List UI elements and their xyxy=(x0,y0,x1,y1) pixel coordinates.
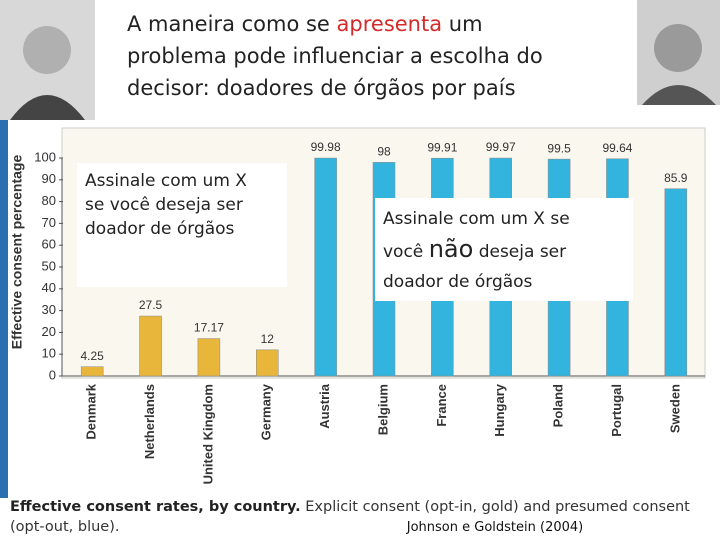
x-tick-label: Netherlands xyxy=(142,384,157,459)
right-photo-body xyxy=(642,85,716,105)
title-text: A maneira como se xyxy=(127,12,330,36)
value-label: 4.25 xyxy=(81,349,105,363)
value-label: 99.98 xyxy=(311,140,341,154)
value-label: 98 xyxy=(377,145,391,159)
y-tick-label: 50 xyxy=(42,258,56,273)
x-tick-label: Belgium xyxy=(375,384,390,435)
value-label: 99.97 xyxy=(486,140,516,154)
y-tick-label: 0 xyxy=(49,367,56,382)
value-label: 27.5 xyxy=(139,298,163,312)
x-tick-label: France xyxy=(434,384,449,427)
x-tick-label: Hungary xyxy=(492,383,507,437)
bar xyxy=(664,188,688,377)
y-tick-label: 40 xyxy=(42,280,56,295)
x-tick-label: United Kingdom xyxy=(200,384,215,484)
y-tick-label: 10 xyxy=(42,346,56,361)
note-text: você xyxy=(383,242,424,262)
note-line: doador de órgãos xyxy=(85,219,235,239)
caption: Effective consent rates, by country. Exp… xyxy=(10,497,718,537)
y-tick-label: 80 xyxy=(42,193,56,208)
note-line: doador de órgãos xyxy=(383,272,533,292)
value-label: 85.9 xyxy=(664,171,688,185)
x-tick-label: Austria xyxy=(317,383,332,429)
y-tick-label: 70 xyxy=(42,215,56,230)
y-tick-label: 30 xyxy=(42,302,56,317)
opt-in-note: Assinale com um X se você deseja ser doa… xyxy=(77,163,287,287)
y-tick-label: 20 xyxy=(42,324,56,339)
title-highlight: apresenta xyxy=(336,12,443,36)
x-tick-label: Denmark xyxy=(84,383,99,439)
left-photo-body xyxy=(10,95,85,120)
bar xyxy=(80,366,104,377)
value-label: 17.17 xyxy=(194,321,224,335)
y-axis-label: Effective consent percentage xyxy=(9,155,25,350)
value-label: 99.91 xyxy=(427,140,457,154)
note-line: Assinale com um X se xyxy=(383,209,570,229)
note-line: se você deseja ser xyxy=(85,195,243,215)
y-tick-label: 100 xyxy=(34,149,56,164)
bar xyxy=(314,157,337,377)
x-tick-label: Sweden xyxy=(667,384,682,433)
x-tick-label: Poland xyxy=(551,384,566,427)
opt-out-note: Assinale com um X se você não deseja ser… xyxy=(375,198,633,301)
note-line: Assinale com um X xyxy=(85,171,247,191)
x-tick-label: Germany xyxy=(259,383,274,440)
caption-title: Effective consent rates, by country. xyxy=(10,499,301,515)
caption-text: Explicit consent (opt-in, gold) and pres… xyxy=(10,499,690,535)
title-line: decisor: doadores de órgãos por país xyxy=(127,76,516,100)
title-text: um xyxy=(448,12,483,36)
note-text: deseja ser xyxy=(478,242,567,262)
y-tick-label: 90 xyxy=(42,171,56,186)
value-label: 99.5 xyxy=(547,141,571,155)
left-photo-head xyxy=(23,26,71,74)
title: A maneira como se apresenta um problema … xyxy=(127,8,627,104)
y-tick-label: 60 xyxy=(42,237,56,252)
bar xyxy=(197,338,221,377)
note-emphasis: não xyxy=(428,235,474,263)
value-label: 99.64 xyxy=(602,141,632,155)
x-tick-label: Portugal xyxy=(609,384,624,437)
value-label: 12 xyxy=(261,332,275,346)
side-strip xyxy=(0,118,8,498)
right-photo-head xyxy=(654,24,702,72)
title-line: problema pode influenciar a escolha do xyxy=(127,44,543,68)
bar xyxy=(256,349,279,377)
citation: Johnson e Goldstein (2004) xyxy=(385,516,605,540)
bar xyxy=(139,315,162,377)
